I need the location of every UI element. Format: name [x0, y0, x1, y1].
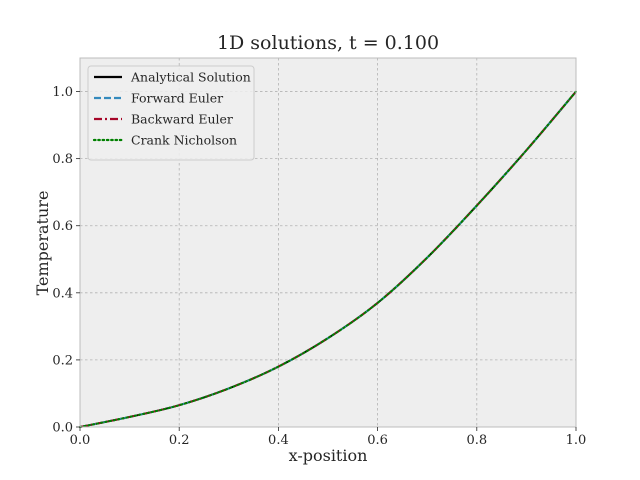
x-tick-label: 0.2 — [169, 433, 190, 448]
x-axis-ticks: 0.0 0.2 0.4 0.6 0.8 1.0 — [70, 427, 587, 448]
plot-frame — [79, 57, 577, 428]
y-tick-label: 1.0 — [52, 85, 73, 100]
chart-title: 1D solutions, t = 0.100 — [217, 32, 439, 54]
series-lines — [79, 90, 577, 428]
x-tick-label: 1.0 — [566, 433, 587, 448]
legend-label: Forward Euler — [131, 91, 223, 106]
legend-entries: Analytical Solution Forward Euler Backward… — [92, 70, 251, 148]
y-tick-label: 0.2 — [52, 353, 73, 368]
y-tick-label: 0.0 — [52, 421, 73, 436]
x-tick-label: 0.6 — [367, 433, 388, 448]
legend-label: Backward Euler — [131, 112, 233, 127]
legend-label: Crank Nicholson — [131, 133, 237, 148]
legend-box — [87, 65, 255, 161]
legend: Analytical Solution Forward Euler Backward… — [87, 65, 255, 161]
x-tick-label: 0.8 — [466, 433, 487, 448]
x-tick-label: 0.0 — [70, 433, 91, 448]
y-tick-label: 0.8 — [52, 152, 73, 167]
y-tick-label: 0.6 — [52, 219, 73, 234]
x-tick-label: 0.4 — [268, 433, 289, 448]
series-line-crank-nicholson — [79, 90, 577, 428]
y-axis-ticks: 0.0 0.2 0.4 0.6 0.8 1.0 — [52, 85, 80, 436]
x-axis-label: x-position — [289, 446, 368, 465]
y-axis-label: Temperature — [33, 191, 52, 296]
y-tick-label: 0.4 — [52, 286, 73, 301]
legend-label: Analytical Solution — [130, 70, 251, 85]
